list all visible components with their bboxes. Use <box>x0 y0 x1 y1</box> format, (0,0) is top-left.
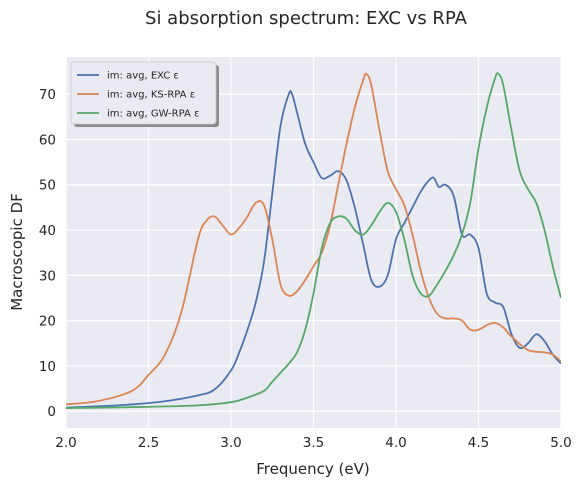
legend: im: avg, EXC ε im: avg, KS-RPA ε im: avg, … <box>70 61 219 127</box>
y-tick-label: 20 <box>39 314 56 330</box>
y-tick-label: 40 <box>39 223 56 239</box>
legend-label-0: im: avg, EXC ε <box>107 71 179 82</box>
x-axis-label: Frequency (eV) <box>256 460 369 478</box>
x-tick-label: 4.5 <box>468 435 489 451</box>
x-tick-label: 2.0 <box>55 435 76 451</box>
series-lines <box>66 72 561 409</box>
y-tick-label: 70 <box>39 87 56 103</box>
series-line-2 <box>66 72 561 409</box>
y-tick-label: 0 <box>47 404 56 420</box>
x-tick-label: 2.5 <box>138 435 159 451</box>
series-line-1 <box>66 72 561 406</box>
legend-box <box>70 61 217 125</box>
y-tick-label: 30 <box>39 268 56 284</box>
y-tick-label: 10 <box>39 359 56 375</box>
x-tick-label: 3.0 <box>220 435 241 451</box>
x-tick-label: 3.5 <box>303 435 324 451</box>
x-tick-label: 4.0 <box>385 435 406 451</box>
legend-label-2: im: avg, GW-RPA ε <box>107 109 199 120</box>
grid <box>65 57 562 428</box>
tick-labels: 2.0 2.5 3.0 3.5 4.0 4.5 5.0 0 10 20 30 40 50 60 70 <box>39 87 572 451</box>
series-line-0 <box>66 90 561 409</box>
y-tick-label: 60 <box>39 132 56 148</box>
x-tick-label: 5.0 <box>550 435 571 451</box>
y-axis-label: Macroscopic DF <box>8 193 26 311</box>
chart-title: Si absorption spectrum: EXC vs RPA <box>145 8 468 29</box>
legend-label-1: im: avg, KS-RPA ε <box>107 90 195 101</box>
y-tick-label: 50 <box>39 178 56 194</box>
